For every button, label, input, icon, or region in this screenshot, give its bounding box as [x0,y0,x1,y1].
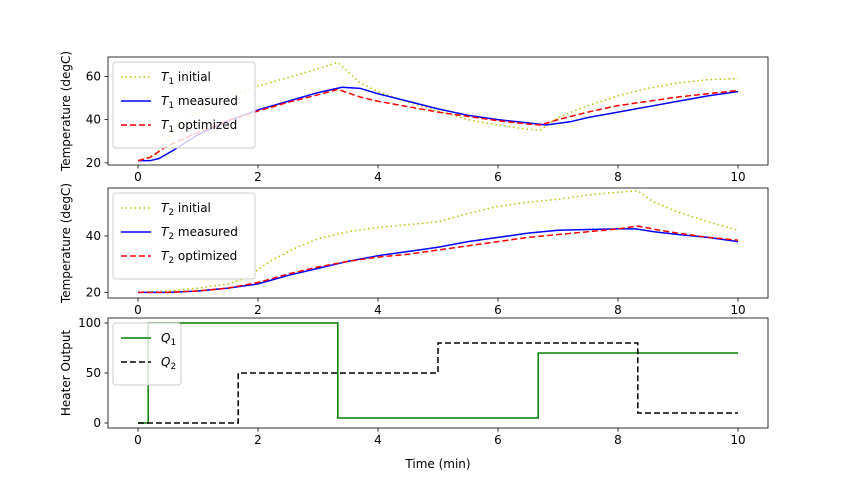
y-tick-label: 50 [86,366,101,380]
y-tick-label: 0 [93,416,101,430]
y-tick-label: 40 [86,113,101,127]
x-tick-label: 4 [374,303,382,317]
x-tick-label: 10 [730,170,745,184]
series-line-t2-initial [137,190,739,294]
x-tick-label: 6 [494,170,502,184]
legend-label: Q2 [161,355,176,372]
legend-label: T2 optimized [161,249,237,266]
legend-box [112,322,182,386]
series-line-q1 [138,322,738,424]
legend-label: Q1 [161,331,176,348]
y-tick-label: 60 [86,69,101,83]
legend-label: T1 measured [161,94,238,111]
axes-frame [107,317,769,429]
legend-label: T1 optimized [161,118,237,135]
legend-label: T2 measured [161,225,238,242]
y-tick-label: 20 [86,285,101,299]
x-tick-label: 8 [614,170,622,184]
y-axis-label: Temperature (degC) [59,183,73,304]
x-tick-label: 6 [494,303,502,317]
legend-box [112,192,256,280]
legend-label: T1 initial [161,70,211,87]
axes-frame [107,187,769,299]
x-tick-label: 2 [254,170,262,184]
x-tick-label: 8 [614,303,622,317]
x-tick-label: 0 [134,170,142,184]
x-tick-label: 2 [254,303,262,317]
y-tick-label: 40 [86,229,101,243]
legend: T1 initial T1 measured T1 optimized [112,61,256,149]
x-tick-label: 8 [614,433,622,447]
chart-panel-1: 0 2 4 6 8 10 20 40 60 Temperature (degC) T1 initia… [59,51,769,184]
series-line-t2-optimized [138,225,739,294]
series-line-t2-measured [138,228,739,294]
x-tick-label: 4 [374,170,382,184]
x-tick-label: 2 [254,433,262,447]
x-tick-label: 0 [134,433,142,447]
y-tick-label: 100 [78,316,101,330]
series-line-t1-initial [137,61,739,162]
legend-box [112,61,256,149]
x-tick-label: 10 [730,303,745,317]
y-axis-label: Temperature (degC) [59,51,73,172]
legend: T2 initial T2 measured T2 optimized [112,192,256,280]
y-axis-label: Heater Output [59,330,73,417]
legend-label: T2 initial [161,201,211,218]
x-tick-label: 0 [134,303,142,317]
x-tick-label: 4 [374,433,382,447]
x-axis-label: Time (min) [404,457,470,471]
y-tick-label: 20 [86,156,101,170]
x-tick-label: 6 [494,433,502,447]
x-tick-label: 10 [730,433,745,447]
axes-frame [107,56,769,166]
series-line-q2 [138,342,738,424]
